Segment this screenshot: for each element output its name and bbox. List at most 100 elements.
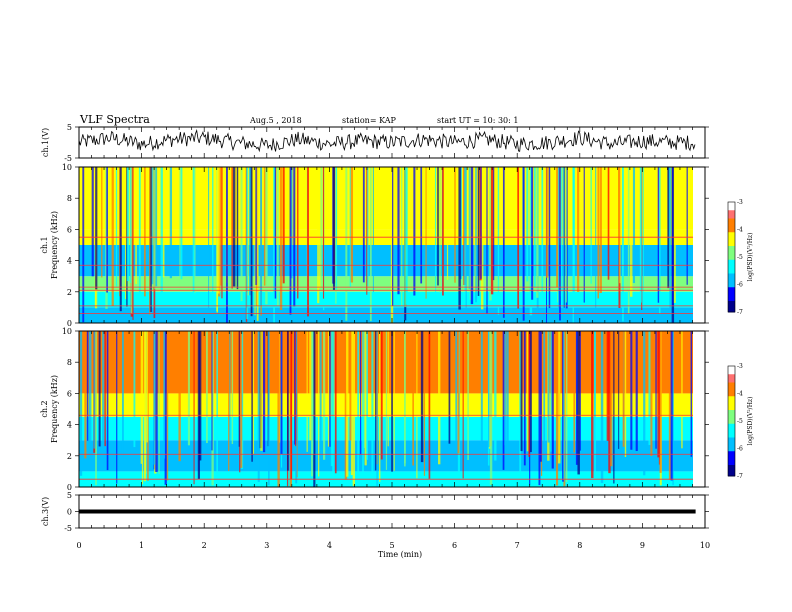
spectrogram-streak <box>199 331 202 461</box>
spectrogram-streak <box>104 331 106 447</box>
spectrogram-streak <box>178 331 181 462</box>
spectrogram-streak <box>401 167 403 306</box>
spectrogram-streak <box>158 331 160 474</box>
spectrogram-streak <box>366 167 368 295</box>
spectrogram-streak <box>297 167 299 299</box>
spectrogram-streak <box>502 331 505 470</box>
spectrogram-streak <box>143 167 146 297</box>
colorbar-swatch <box>728 410 735 414</box>
colorbar-swatch <box>728 268 735 272</box>
x-tick-label: 4 <box>327 541 332 550</box>
colorbar-tick-label: -5 <box>737 254 743 261</box>
colorbar-swatch <box>728 407 735 411</box>
spectrogram-streak <box>231 331 234 445</box>
spectrogram-streak <box>93 331 96 449</box>
colorbar-swatch <box>728 385 735 389</box>
colorbar-swatch <box>728 440 735 444</box>
colorbar-swatch <box>728 240 735 244</box>
spectrogram-streak <box>520 331 523 452</box>
spectrogram-streak <box>194 167 196 294</box>
spectrogram-streak <box>169 167 173 279</box>
spectrogram-streak <box>88 331 91 471</box>
colorbar-tick-label: -4 <box>737 227 743 234</box>
spectrogram-streak <box>562 331 565 482</box>
spectrogram-streak <box>212 167 214 301</box>
colorbar-swatch <box>728 270 735 274</box>
colorbar-swatch <box>728 204 735 208</box>
spectrogram-streak <box>295 331 297 447</box>
spectrogram-streak <box>475 167 477 303</box>
spectrogram-streak <box>468 167 470 290</box>
spectrogram-streak <box>480 167 482 279</box>
spectrogram-streak <box>529 331 532 453</box>
spectrogram-streak <box>462 331 464 479</box>
spectrogram-streak <box>543 331 546 449</box>
y-axis-title: Frequency (kHz) <box>50 375 59 443</box>
spectrogram-streak <box>360 331 362 455</box>
spectrogram-streak <box>205 331 208 444</box>
spectrogram-streak <box>385 331 388 470</box>
spectrogram-streak <box>179 167 181 290</box>
spectrogram-streak <box>364 331 367 466</box>
colorbar-swatch <box>728 229 735 233</box>
spectrogram-streak <box>273 167 277 299</box>
spectrogram-streak <box>563 331 565 481</box>
spectrogram-streak <box>135 167 137 284</box>
spectrogram-streak <box>600 331 604 484</box>
spectrogram-streak <box>240 331 243 468</box>
spectrogram-streak <box>91 167 94 277</box>
spectrogram-streak <box>192 167 195 300</box>
x-tick-label: 0 <box>76 541 81 550</box>
colorbar-swatch <box>728 273 735 277</box>
spectrogram-streak <box>95 331 97 486</box>
colorbar-swatch <box>728 248 735 252</box>
y-tick-label: 8 <box>67 358 72 367</box>
spectrogram-streak <box>82 167 85 323</box>
colorbar-swatch <box>728 303 735 307</box>
colorbar-swatch <box>728 371 735 375</box>
colorbar-swatch <box>728 390 735 394</box>
spectrogram-streak <box>151 167 154 285</box>
spectrogram-streak <box>671 167 674 306</box>
spectrogram-streak <box>536 167 539 298</box>
colorbar-title: log(PSD)(V²/Hz) <box>747 233 754 282</box>
colorbar-swatch <box>728 287 735 291</box>
colorbar-swatch <box>728 309 735 313</box>
spectrogram-streak <box>423 331 426 476</box>
spectrogram-streak <box>228 331 230 472</box>
spectrogram-streak <box>404 331 406 464</box>
spectrogram-streak <box>106 331 109 471</box>
spectrogram-streak <box>334 331 337 474</box>
spectrogram-streak <box>590 167 592 284</box>
spectrogram-streak <box>154 167 158 287</box>
colorbar-swatch <box>728 226 735 230</box>
spectrogram-streak <box>307 167 309 317</box>
spectrogram-streak <box>622 167 624 322</box>
colorbar-swatch <box>728 374 735 378</box>
colorbar-swatch <box>728 423 735 427</box>
spectrogram-streak <box>362 331 364 487</box>
colorbar-swatch <box>728 448 735 452</box>
spectrogram-streak <box>216 167 219 313</box>
colorbar-swatch <box>728 301 735 305</box>
spectrogram-streak <box>583 167 585 303</box>
colorbar-swatch <box>728 404 735 408</box>
spectrogram-streak <box>591 331 594 479</box>
spectrogram-streak <box>140 331 143 464</box>
spectrogram-streak <box>681 331 683 449</box>
colorbar-swatch <box>728 388 735 392</box>
spectrogram-streak <box>668 331 671 480</box>
spectrogram-streak <box>657 167 660 303</box>
spectrogram-streak <box>231 167 233 289</box>
spectrogram-streak <box>106 167 108 293</box>
spectrogram-streak <box>211 331 214 486</box>
spectrogram-streak <box>635 331 638 451</box>
colorbar-swatch <box>728 237 735 241</box>
spectrogram-streak <box>313 331 316 487</box>
x-tick-label: 7 <box>515 541 520 550</box>
x-tick-label: 1 <box>139 541 144 550</box>
spectrogram-streak <box>522 167 525 321</box>
colorbar-swatch <box>728 429 735 433</box>
spectrogram-streak <box>455 331 457 470</box>
spectrogram-streak <box>306 331 308 452</box>
